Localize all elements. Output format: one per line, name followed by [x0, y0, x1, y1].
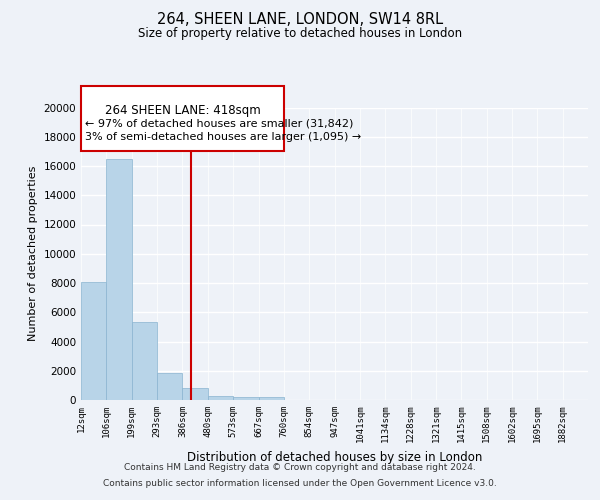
- Bar: [259, 397, 284, 400]
- Text: Size of property relative to detached houses in London: Size of property relative to detached ho…: [138, 28, 462, 40]
- Text: Contains HM Land Registry data © Crown copyright and database right 2024.: Contains HM Land Registry data © Crown c…: [124, 464, 476, 472]
- Text: Contains public sector information licensed under the Open Government Licence v3: Contains public sector information licen…: [103, 478, 497, 488]
- Bar: [233, 397, 259, 400]
- Text: ← 97% of detached houses are smaller (31,842): ← 97% of detached houses are smaller (31…: [85, 118, 353, 128]
- Bar: [106, 158, 132, 400]
- Text: 3% of semi-detached houses are larger (1,095) →: 3% of semi-detached houses are larger (1…: [85, 132, 361, 142]
- Y-axis label: Number of detached properties: Number of detached properties: [28, 166, 38, 342]
- FancyBboxPatch shape: [81, 86, 284, 152]
- Text: 264 SHEEN LANE: 418sqm: 264 SHEEN LANE: 418sqm: [104, 104, 260, 117]
- Bar: [81, 282, 106, 400]
- Text: 264, SHEEN LANE, LONDON, SW14 8RL: 264, SHEEN LANE, LONDON, SW14 8RL: [157, 12, 443, 28]
- Bar: [208, 396, 233, 400]
- Bar: [157, 373, 182, 400]
- Bar: [132, 322, 157, 400]
- Bar: [182, 388, 208, 400]
- X-axis label: Distribution of detached houses by size in London: Distribution of detached houses by size …: [187, 451, 482, 464]
